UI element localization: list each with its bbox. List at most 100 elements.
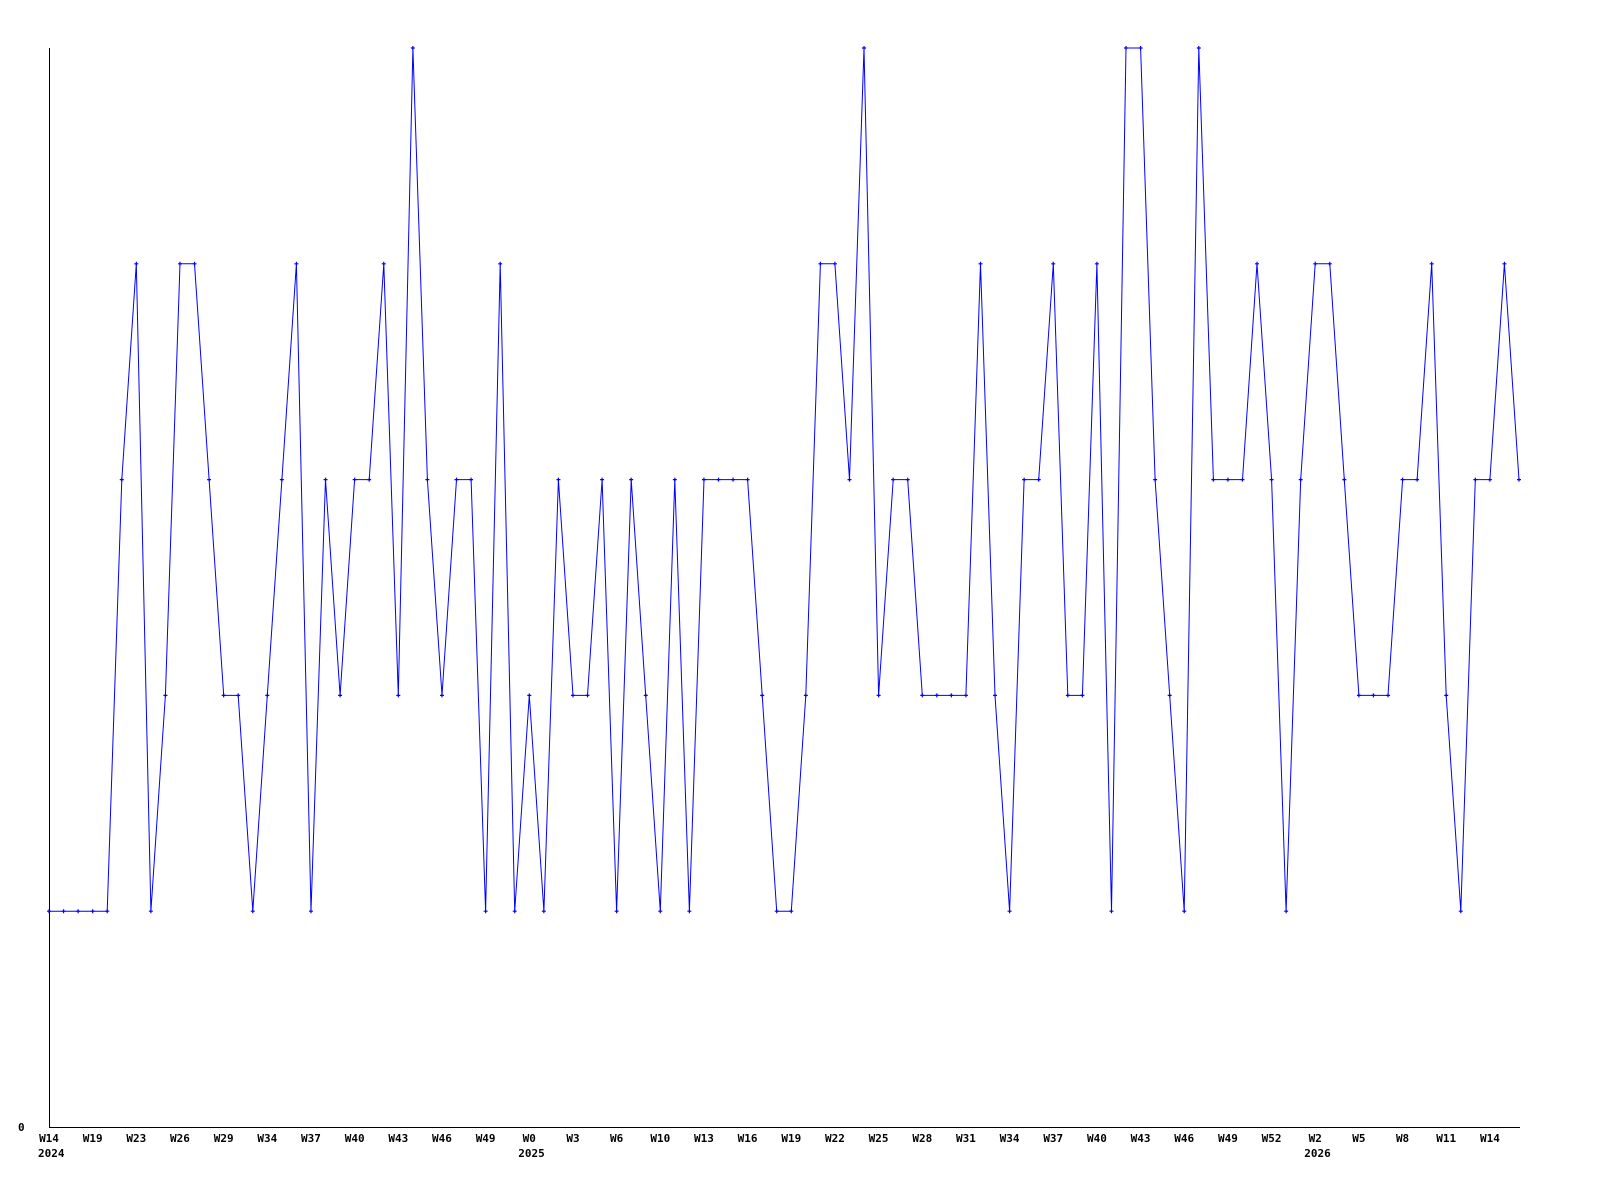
data-point	[1429, 261, 1434, 266]
data-point	[105, 909, 110, 914]
data-point	[978, 261, 983, 266]
y-tick-label-0: 0	[18, 1121, 25, 1134]
x-tick-label: W5	[1352, 1132, 1365, 1145]
data-point	[1458, 909, 1463, 914]
data-point	[862, 46, 867, 50]
data-point	[119, 477, 124, 482]
x-tick-label: W3	[566, 1132, 579, 1145]
data-point	[745, 477, 750, 482]
data-point	[439, 693, 444, 698]
x-tick-label: W46	[432, 1132, 452, 1145]
x-tick-label: W25	[869, 1132, 889, 1145]
data-point	[1007, 909, 1012, 914]
data-point	[396, 693, 401, 698]
x-tick-label: W26	[170, 1132, 190, 1145]
x-tick-label: W37	[1043, 1132, 1063, 1145]
data-point	[731, 477, 736, 482]
data-point	[236, 693, 241, 698]
x-tick-label: W52	[1262, 1132, 1282, 1145]
data-point	[47, 909, 51, 914]
data-point	[381, 261, 386, 266]
year-label: 2026	[1304, 1147, 1331, 1160]
data-point	[541, 909, 546, 914]
data-point	[76, 909, 81, 914]
data-point	[687, 909, 692, 914]
x-tick-label: W19	[781, 1132, 801, 1145]
data-point	[483, 909, 488, 914]
data-point	[367, 477, 372, 482]
data-point	[192, 261, 197, 266]
data-point	[1313, 261, 1318, 266]
data-point	[90, 909, 95, 914]
data-point	[1240, 477, 1245, 482]
data-point	[323, 477, 328, 482]
data-point	[1255, 261, 1260, 266]
data-point	[308, 909, 313, 914]
data-point	[512, 909, 517, 914]
data-point	[1415, 477, 1420, 482]
data-point	[250, 909, 255, 914]
year-label: 2025	[518, 1147, 545, 1160]
data-point	[1225, 477, 1230, 482]
data-point	[556, 477, 561, 482]
x-tick-label: W2	[1309, 1132, 1322, 1145]
data-point	[993, 693, 998, 698]
data-point	[265, 693, 270, 698]
data-point	[1371, 693, 1376, 698]
data-point	[1517, 477, 1521, 482]
data-point	[629, 477, 634, 482]
x-tick-label: W49	[476, 1132, 496, 1145]
data-point	[1269, 477, 1274, 482]
x-tick-label: W11	[1436, 1132, 1456, 1145]
data-point	[1022, 477, 1027, 482]
data-point	[1065, 693, 1070, 698]
data-point	[279, 477, 284, 482]
data-point	[1298, 477, 1303, 482]
data-point	[1487, 477, 1492, 482]
x-tick-label: W8	[1396, 1132, 1409, 1145]
data-point	[920, 693, 925, 698]
data-point	[1386, 693, 1391, 698]
data-point	[177, 261, 182, 266]
x-tick-label: W28	[912, 1132, 932, 1145]
x-tick-label: W19	[83, 1132, 103, 1145]
data-point	[876, 693, 881, 698]
data-point	[1284, 909, 1289, 914]
x-tick-label: W40	[1087, 1132, 1107, 1145]
data-point	[1167, 693, 1172, 698]
data-point	[716, 477, 721, 482]
data-point	[1138, 46, 1143, 50]
data-point	[934, 693, 939, 698]
data-point	[832, 261, 837, 266]
data-point	[803, 693, 808, 698]
data-point	[425, 477, 430, 482]
data-point	[61, 909, 66, 914]
data-point	[1036, 477, 1041, 482]
data-point	[891, 477, 896, 482]
data-point	[1356, 693, 1361, 698]
x-tick-label: W6	[610, 1132, 624, 1145]
data-point	[134, 261, 139, 266]
data-point	[643, 693, 648, 698]
x-tick-label: W37	[301, 1132, 321, 1145]
data-point	[527, 693, 532, 698]
data-point	[658, 909, 663, 914]
data-point	[774, 909, 779, 914]
data-point	[949, 693, 954, 698]
data-point	[1094, 261, 1099, 266]
data-point	[1473, 477, 1478, 482]
data-point	[1196, 46, 1201, 50]
data-point	[963, 693, 968, 698]
data-point	[207, 477, 212, 482]
x-tick-label: W29	[214, 1132, 234, 1145]
x-tick-label: W10	[650, 1132, 670, 1145]
x-tick-label: W23	[126, 1132, 146, 1145]
data-point	[1051, 261, 1056, 266]
data-point	[1444, 693, 1449, 698]
x-tick-label: W34	[1000, 1132, 1020, 1145]
x-tick-label: W31	[956, 1132, 976, 1145]
x-tick-label: W43	[1131, 1132, 1151, 1145]
series-line	[49, 47, 1520, 912]
x-tick-label: W14	[1480, 1132, 1500, 1145]
